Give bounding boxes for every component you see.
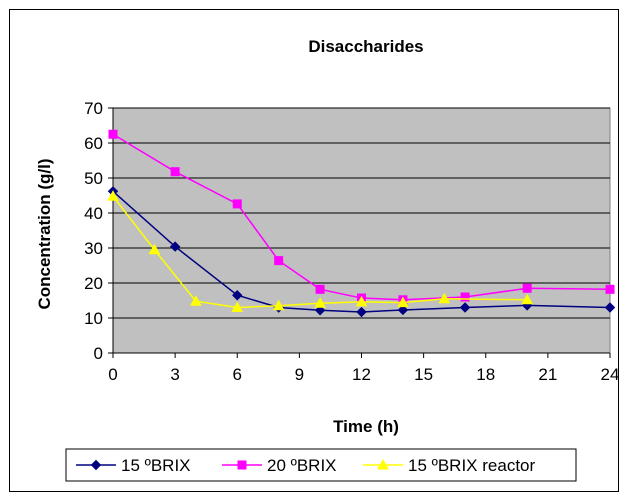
data-point-2-2 — [189, 295, 202, 306]
data-point-1-4 — [315, 284, 325, 294]
legend-box — [65, 448, 577, 482]
x-tick-label-6: 18 — [476, 365, 495, 384]
legend-marker-0 — [90, 459, 102, 471]
data-point-2-4 — [272, 299, 285, 311]
legend-marker-2 — [377, 458, 389, 470]
data-point-1-3 — [274, 256, 284, 266]
y-tick-label-5: 50 — [84, 169, 103, 188]
legend-entry-0: 15 ºBRIX — [76, 456, 191, 475]
x-axis-label: Time (h) — [333, 417, 399, 436]
y-tick-label-0: 0 — [94, 344, 103, 363]
x-tick-label-4: 12 — [352, 365, 371, 384]
data-point-2-9 — [521, 293, 534, 305]
y-tick-label-6: 60 — [84, 134, 103, 153]
data-point-1-8 — [522, 283, 532, 293]
legend-entry-1: 20 ºBRIX — [222, 456, 337, 475]
chart-title: Disaccharides — [308, 37, 423, 56]
y-tick-label-7: 70 — [84, 99, 103, 118]
data-point-2-0 — [107, 190, 119, 201]
legend-entry-2: 15 ºBRIX reactor — [363, 456, 535, 475]
data-point-0-5 — [356, 306, 367, 318]
data-point-1-9 — [605, 284, 615, 294]
x-tick-labels: 0 3 6 9 12 15 18 21 24 — [108, 365, 619, 384]
y-tick-label-3: 30 — [84, 239, 103, 258]
y-tick-label-2: 20 — [84, 274, 103, 293]
y-tick-labels: 0 10 20 30 40 50 60 70 — [84, 99, 103, 363]
gridlines — [113, 107, 610, 319]
data-point-2-5 — [314, 297, 326, 308]
data-point-1-2 — [232, 199, 242, 209]
legend-label-2: 15 ºBRIX reactor — [408, 456, 535, 475]
series-line-2 — [112, 195, 528, 309]
data-point-2-3 — [231, 301, 244, 312]
series-2 — [107, 190, 534, 312]
data-point-0-7 — [459, 302, 471, 313]
data-point-1-0 — [108, 129, 118, 139]
x-tick-label-3: 9 — [295, 365, 304, 384]
series-line-1 — [112, 133, 611, 301]
axes — [108, 107, 611, 358]
x-tick-label-5: 15 — [414, 365, 433, 384]
x-tick-label-0: 0 — [108, 365, 117, 384]
legend-marker-1 — [237, 460, 247, 470]
series-layer — [107, 129, 616, 318]
data-point-1-7 — [460, 292, 470, 302]
data-point-2-1 — [148, 243, 161, 255]
data-point-0-6 — [397, 304, 409, 316]
data-point-0-4 — [314, 305, 326, 316]
data-point-1-1 — [170, 167, 180, 177]
data-point-0-2 — [232, 290, 243, 301]
x-tick-label-1: 3 — [170, 365, 179, 384]
y-tick-label-1: 10 — [84, 309, 103, 328]
x-tick-label-2: 6 — [233, 365, 242, 384]
data-point-2-8 — [438, 292, 451, 304]
y-tick-label-4: 40 — [84, 204, 103, 223]
y-axis-label: Concentration (g/l) — [35, 158, 54, 309]
series-line-0 — [112, 190, 611, 313]
x-tick-label-7: 21 — [538, 365, 557, 384]
x-tick-label-8: 24 — [601, 365, 620, 384]
data-point-2-7 — [397, 296, 409, 308]
data-point-0-1 — [169, 241, 181, 252]
legend-label-1: 20 ºBRIX — [267, 456, 337, 475]
legend-label-0: 15 ºBRIX — [121, 456, 191, 475]
data-point-2-6 — [355, 295, 368, 307]
data-point-0-9 — [604, 302, 616, 313]
legend: 15 ºBRIX 20 ºBRIX 15 ºBRIX reactor — [65, 448, 577, 482]
